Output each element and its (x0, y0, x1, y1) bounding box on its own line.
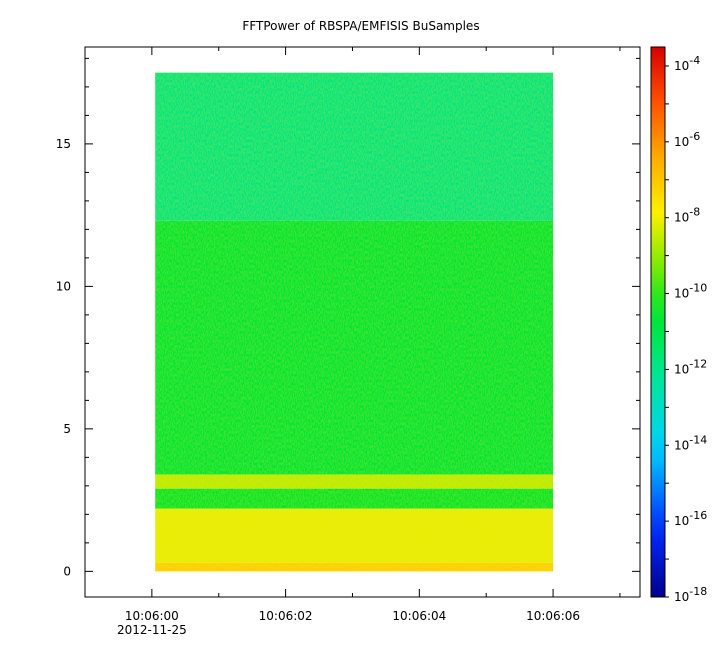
y-axis: 0 5 10 15 (56, 57, 640, 578)
y-tick-label: 10 (56, 279, 71, 293)
colorbar-tick-label: 10-10 (674, 282, 707, 301)
colorbar-tick-label: 10-8 (674, 206, 700, 225)
colorbar-tick-label: 10-16 (674, 509, 707, 528)
y-tick-label: 15 (56, 137, 71, 151)
colorbar-tick-label: 10-4 (674, 54, 700, 73)
x-tick-label: 10:06:04 (392, 609, 446, 623)
spectrogram-texture (155, 72, 554, 572)
colorbar-tick-label: 10-18 (674, 585, 707, 604)
colorbar-tick-label: 10-6 (674, 130, 700, 149)
plot-area (84, 46, 641, 598)
colorbar-gradient (650, 46, 666, 598)
y-tick-label: 0 (63, 564, 71, 578)
x-tick-label: 10:06:00 (125, 609, 179, 623)
colorbar-tick-label: 10-14 (674, 433, 707, 452)
x-tick-sublabel: 2012-11-25 (117, 623, 187, 637)
colorbar-tick-label: 10-12 (674, 357, 707, 376)
x-tick-label: 10:06:06 (526, 609, 580, 623)
x-tick-label: 10:06:02 (259, 609, 313, 623)
y-tick-label: 5 (63, 422, 71, 436)
chart-title: FFTPower of RBSPA/EMFISIS BuSamples (242, 19, 479, 33)
colorbar: 10-4 10-6 10-8 10-10 10-12 10-14 10-16 10-18 (650, 46, 707, 604)
spectrogram-image (155, 72, 554, 572)
